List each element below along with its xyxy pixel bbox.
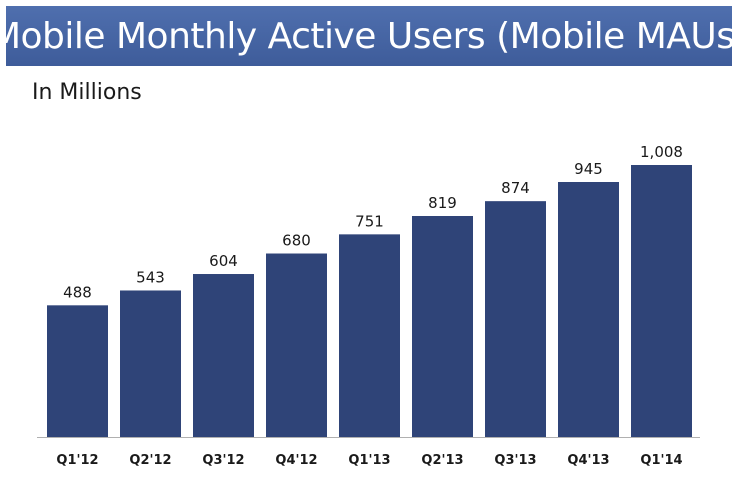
category-label-4: Q1'13 xyxy=(348,453,390,468)
bar-4 xyxy=(339,234,400,437)
title-banner: Mobile Monthly Active Users (Mobile MAUs… xyxy=(0,6,738,66)
bar-0 xyxy=(47,305,108,437)
value-label-3: 680 xyxy=(282,232,311,250)
category-label-8: Q1'14 xyxy=(640,453,682,468)
value-label-6: 874 xyxy=(501,179,530,197)
value-label-7: 945 xyxy=(574,160,603,178)
category-label-5: Q2'13 xyxy=(421,453,463,468)
value-label-2: 604 xyxy=(209,252,238,270)
chart-subtitle: In Millions xyxy=(32,80,142,105)
bar-7 xyxy=(558,182,619,437)
value-label-1: 543 xyxy=(136,268,165,286)
bar-6 xyxy=(485,201,546,437)
category-label-1: Q2'12 xyxy=(129,453,171,468)
bar-1 xyxy=(120,290,181,437)
bar-3 xyxy=(266,253,327,437)
value-label-5: 819 xyxy=(428,194,457,212)
value-label-4: 751 xyxy=(355,212,384,230)
value-label-8: 1,008 xyxy=(640,143,683,161)
category-label-0: Q1'12 xyxy=(56,453,98,468)
category-label-7: Q4'13 xyxy=(567,453,609,468)
bar-8 xyxy=(631,165,692,437)
bar-5 xyxy=(412,216,473,437)
category-label-2: Q3'12 xyxy=(202,453,244,468)
category-label-6: Q3'13 xyxy=(494,453,536,468)
bar-2 xyxy=(193,274,254,437)
value-label-0: 488 xyxy=(63,283,92,301)
page-title: Mobile Monthly Active Users (Mobile MAUs… xyxy=(0,15,738,57)
category-label-3: Q4'12 xyxy=(275,453,317,468)
